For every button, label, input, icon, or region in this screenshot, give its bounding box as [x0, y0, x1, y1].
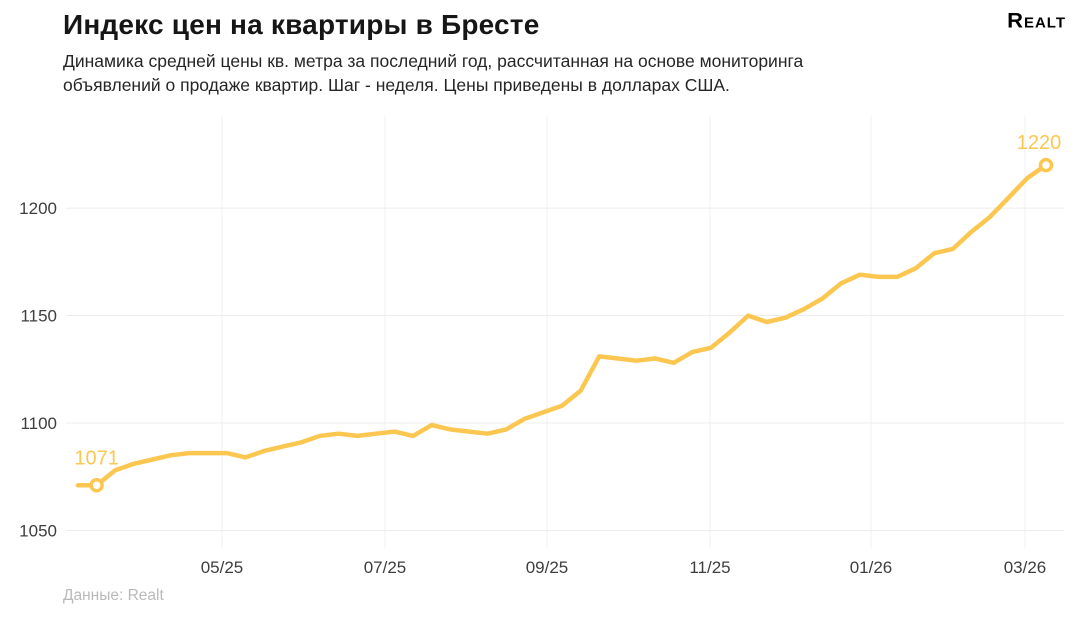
- y-tick-label: 1050: [19, 521, 57, 540]
- subtitle-line-1: Динамика средней цены кв. метра за после…: [63, 51, 804, 71]
- y-axis-tick-labels: 1050 1100 1150 1200: [19, 199, 57, 540]
- x-tick-label: 05/25: [201, 558, 244, 577]
- y-tick-label: 1100: [20, 414, 57, 433]
- endpoint-markers: [89, 157, 1054, 493]
- x-tick-label: 11/25: [689, 558, 730, 577]
- y-tick-label: 1150: [20, 307, 57, 326]
- x-axis-tick-labels: 05/25 07/25 09/25 11/25 01/26 03/26: [201, 558, 1047, 577]
- vertical-gridlines: [221, 116, 1026, 548]
- first-point-label: 1071: [74, 447, 119, 469]
- x-tick-label: 01/26: [850, 558, 893, 577]
- chart-subtitle: Динамика средней цены кв. метра за после…: [63, 49, 803, 97]
- x-tick-label: 09/25: [526, 558, 569, 577]
- realt-logo: Realt: [1007, 8, 1066, 33]
- price-line-series: [75, 162, 1049, 488]
- subtitle-line-2: объявлений о продаже квартир. Шаг - неде…: [63, 75, 730, 95]
- data-point-marker: [1038, 157, 1054, 173]
- x-tick-label: 07/25: [364, 558, 407, 577]
- last-point-label: 1220: [1017, 132, 1062, 154]
- page-title: Индекс цен на квартиры в Бресте: [63, 9, 540, 40]
- data-point-marker: [89, 478, 104, 493]
- horizontal-gridlines: [66, 207, 1064, 531]
- data-source-label: Данные: Realt: [63, 587, 164, 604]
- x-tick-label: 03/26: [1004, 558, 1047, 577]
- y-tick-label: 1200: [19, 199, 57, 218]
